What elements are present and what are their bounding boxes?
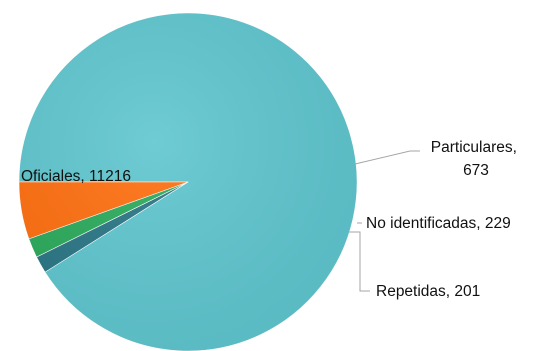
label-no-identificadas: No identificadas, 229 [366, 215, 511, 232]
label-particulares-line-2: 673 [463, 162, 489, 179]
label-repetidas: Repetidas, 201 [376, 283, 480, 300]
leader-line-repetidas [349, 231, 370, 292]
label-oficiales: Oficiales, 11216 [21, 168, 131, 185]
label-particulares: Particulares, 673 [431, 139, 521, 179]
leader-line-particulares [354, 150, 420, 165]
label-particulares-line-1: Particulares, [431, 139, 517, 156]
